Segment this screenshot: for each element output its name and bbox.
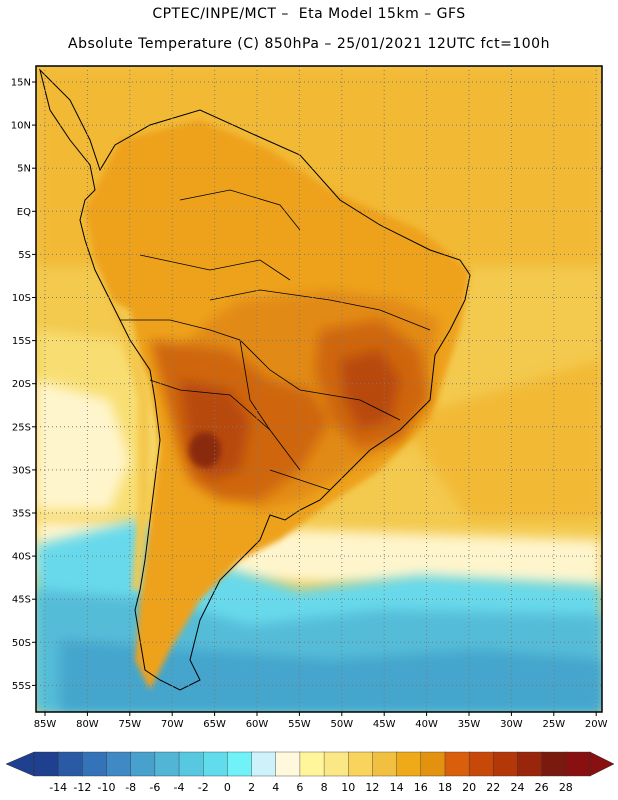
colorbar-segment xyxy=(154,751,180,777)
colorbar-segment xyxy=(299,751,325,777)
colorbar-segment xyxy=(323,751,349,777)
lat-label: 10S xyxy=(12,293,31,304)
colorbar-segment xyxy=(130,751,156,777)
colorbar-label: 22 xyxy=(486,781,500,794)
lat-label: 35S xyxy=(12,509,31,520)
lat-label: 50S xyxy=(12,638,31,649)
land-hotter-southeast xyxy=(340,350,400,430)
lon-label: 30W xyxy=(500,719,523,730)
colorbar-label: 26 xyxy=(535,781,549,794)
map-field xyxy=(36,66,602,712)
map-frame xyxy=(35,65,603,713)
colorbar-label: -4 xyxy=(174,781,185,794)
lat-label: 55S xyxy=(12,681,31,692)
lon-label: 40W xyxy=(415,719,438,730)
colorbar-label: 10 xyxy=(341,781,355,794)
colorbar-segment xyxy=(227,751,253,777)
lon-label: 35W xyxy=(458,719,481,730)
colorbar-label: -8 xyxy=(125,781,136,794)
lat-label: 5S xyxy=(18,250,31,261)
colorbar-segment xyxy=(372,751,398,777)
country-borders xyxy=(120,189,431,491)
colorbar-segment xyxy=(57,751,84,777)
ocean-pale-pacific xyxy=(36,380,130,510)
colorbar-label: 24 xyxy=(510,781,524,794)
colorbar-label: -10 xyxy=(98,781,116,794)
lon-label: 70W xyxy=(161,719,184,730)
ocean-blue xyxy=(60,640,602,712)
colorbar-label: 18 xyxy=(438,781,452,794)
lat-label: EQ xyxy=(17,207,31,218)
lon-label: 80W xyxy=(76,719,99,730)
colorbar-segment xyxy=(275,751,301,777)
colorbar-label: 16 xyxy=(414,781,428,794)
lon-label: 45W xyxy=(373,719,396,730)
ocean-warm-se xyxy=(400,360,602,520)
colorbar-label: -2 xyxy=(198,781,209,794)
lat-label: 15N xyxy=(11,78,31,89)
hot-core xyxy=(189,432,221,468)
colorbar-segment xyxy=(106,751,132,777)
colorbar-right-arrow xyxy=(589,751,615,777)
colorbar-segment xyxy=(565,751,591,777)
colorbar-label: 8 xyxy=(321,781,328,794)
lon-label: 25W xyxy=(542,719,565,730)
colorbar-segment xyxy=(396,751,422,777)
lon-label: 20W xyxy=(585,719,608,730)
andes-cool-strip xyxy=(110,300,150,590)
lon-label: 75W xyxy=(118,719,141,730)
colorbar-label: 0 xyxy=(224,781,231,794)
colorbar-segment xyxy=(251,751,277,777)
colorbar-label: 4 xyxy=(272,781,279,794)
colorbar-label: 2 xyxy=(248,781,255,794)
lat-label: 30S xyxy=(12,465,31,476)
lon-label: 55W xyxy=(288,719,311,730)
colorbar-segment xyxy=(517,751,543,777)
colorbar-segment xyxy=(444,751,470,777)
colorbar-segment xyxy=(468,751,495,777)
colorbar-segment xyxy=(348,751,374,777)
colorbar-segment xyxy=(178,751,204,777)
colorbar-left-arrow xyxy=(5,751,35,777)
lat-label: 5N xyxy=(17,164,31,175)
colorbar: -14 -12 -10 -8 -6 -4 -2 0 2 4 6 8 10 12 14 16 18 20 22 24 26… xyxy=(5,751,615,794)
lat-label: 45S xyxy=(12,595,31,606)
colorbar-label: 20 xyxy=(462,781,476,794)
colorbar-label: -14 xyxy=(49,781,67,794)
colorbar-label: 12 xyxy=(365,781,379,794)
lat-label: 40S xyxy=(12,552,31,563)
lon-label: 65W xyxy=(203,719,226,730)
colorbar-label: 14 xyxy=(390,781,404,794)
colorbar-label: -12 xyxy=(73,781,91,794)
colorbar-label: -6 xyxy=(149,781,160,794)
map-title-line1: CPTEC/INPE/MCT – Eta Model 15km – GFS xyxy=(152,6,466,22)
colorbar-segment xyxy=(203,751,229,777)
lat-label: 10N xyxy=(11,121,31,132)
longitude-axis: 85W 80W 75W 70W 65W 60W 55W 50W 45W 40W 35W 30W 25W 2… xyxy=(34,712,608,730)
colorbar-label: 6 xyxy=(296,781,303,794)
lon-label: 50W xyxy=(330,719,353,730)
lat-label: 20S xyxy=(12,379,31,390)
lon-label: 85W xyxy=(34,719,57,730)
colorbar-segment xyxy=(33,751,59,777)
lat-label: 25S xyxy=(12,422,31,433)
colorbar-segment xyxy=(541,751,567,777)
lon-label: 60W xyxy=(246,719,269,730)
lat-label: 15S xyxy=(12,336,31,347)
colorbar-segment xyxy=(82,751,108,777)
map-title-line2: Absolute Temperature (C) 850hPa – 25/01/… xyxy=(68,36,550,52)
colorbar-segment xyxy=(420,751,446,777)
colorbar-segment xyxy=(493,751,519,777)
latitude-axis: 15N 10N 5N EQ 5S 10S 15S 20S 25S 30S 35S 40S 45S 50S 5… xyxy=(11,78,36,692)
colorbar-label: 28 xyxy=(559,781,573,794)
